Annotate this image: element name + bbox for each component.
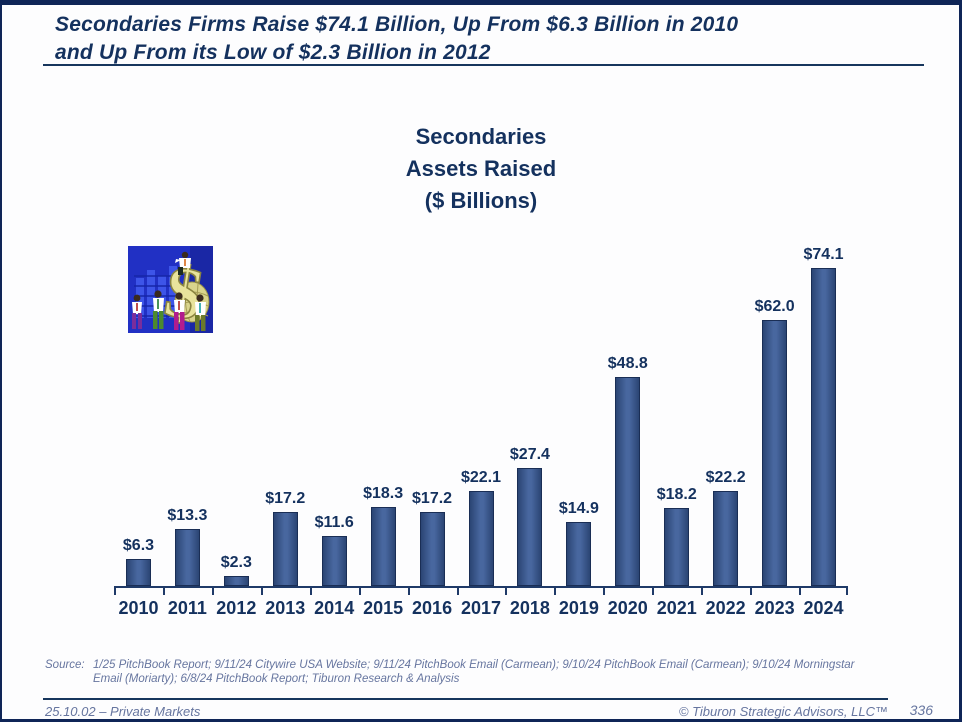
bar-2023 [762,320,788,586]
bar-value-label-2018: $27.4 [509,446,550,463]
chart-title-line1: Secondaries [415,124,547,149]
dollar-sign-people-clipart-icon: $ [128,246,213,338]
x-axis-tick [457,588,459,595]
bar-value-label-2022: $22.2 [705,469,746,486]
bar-value-label-2010: $6.3 [122,537,155,554]
bar-value-label-2012: $2.3 [220,554,252,571]
bar-2020 [615,377,641,586]
x-axis-label-2014: 2014 [314,598,355,618]
bar-2017 [468,491,494,586]
bar-value-label-2014: $11.6 [314,514,354,531]
x-axis-tick [505,588,507,595]
x-axis-label-2019: 2019 [558,598,599,618]
bar-value-label-2024: $74.1 [803,246,844,263]
bar-2024 [811,268,837,586]
bar-2013 [272,512,298,586]
x-axis-tick [359,588,361,595]
x-axis-label-2016: 2016 [412,598,453,618]
x-axis-label-2012: 2012 [216,598,257,618]
bar-2016 [419,512,445,586]
x-axis-tick [114,588,116,595]
slide-title-line2: and Up From its Low of $2.3 Billion in 2… [55,41,491,64]
bar-2022 [713,491,739,586]
x-axis-tick [261,588,263,595]
x-axis-label-2020: 2020 [607,598,648,618]
bar-value-label-2021: $18.2 [656,486,697,503]
x-axis-tick [310,588,312,595]
bar-2019 [566,522,592,586]
bar-value-label-2011: $13.3 [167,507,208,524]
bar-2014 [321,536,347,586]
x-axis-tick [163,588,165,595]
x-axis-label-2023: 2023 [754,598,795,618]
chart-title-line3: ($ Billions) [424,188,538,213]
x-axis-label-2021: 2021 [656,598,697,618]
x-axis-label-2017: 2017 [460,598,502,618]
bar-2010 [125,559,151,586]
bar-chart-plot-area: $6.3 2010 $13.3 2011 $2.3 2012 $17.2 2013 $11.6 2… [114,246,848,618]
bar-value-label-2020: $48.8 [607,355,648,372]
bar-value-label-2023: $62.0 [754,298,795,315]
x-axis-label-2011: 2011 [167,598,207,618]
x-axis-label-2010: 2010 [118,598,159,618]
x-axis-label-2022: 2022 [705,598,746,618]
x-axis-tick [652,588,654,595]
bar-2011 [174,529,200,586]
footer-deck-id: 25.10.02 – Private Markets [45,704,201,719]
source-line2: Email (Moriarty); 6/8/24 PitchBook Repor… [93,673,460,685]
x-axis-tick [846,588,848,595]
bar-2018 [517,468,543,586]
chart-title-line2: Assets Raised [405,156,557,181]
x-axis-tick [750,588,752,595]
bar-value-label-2013: $17.2 [265,490,306,507]
title-underline [43,64,924,66]
x-axis-line [114,586,848,588]
x-axis-label-2015: 2015 [363,598,404,618]
bar-value-label-2019: $14.9 [558,500,599,517]
x-axis-label-2018: 2018 [509,598,550,618]
x-axis-label-2024: 2024 [803,598,844,618]
chart-title: Secondaries Assets Raised ($ Billions) [0,121,962,217]
bar-2015 [370,507,396,586]
slide-title-line1: Secondaries Firms Raise $74.1 Billion, U… [55,13,739,36]
x-axis-label-2013: 2013 [265,598,306,618]
x-axis-tick [701,588,703,595]
bar-2012 [223,576,249,586]
bar-value-label-2017: $22.1 [460,469,502,486]
footer-rule [43,698,888,700]
page-number: 336 [909,702,933,718]
slide-title: Secondaries Firms Raise $74.1 Billion, U… [55,11,935,67]
source-note: Source: 1/25 PitchBook Report; 9/11/24 C… [45,658,855,686]
x-axis-tick [603,588,605,595]
x-axis-tick [212,588,214,595]
bar-value-label-2015: $18.3 [363,485,404,502]
x-axis-tick [408,588,410,595]
source-label: Source: [45,659,85,671]
bar-2021 [664,508,690,586]
bar-value-label-2016: $17.2 [412,490,453,507]
x-axis-tick [799,588,801,595]
x-axis-tick [554,588,556,595]
source-line1: 1/25 PitchBook Report; 9/11/24 Citywire … [93,659,855,671]
footer-copyright: © Tiburon Strategic Advisors, LLC™ [678,704,888,719]
